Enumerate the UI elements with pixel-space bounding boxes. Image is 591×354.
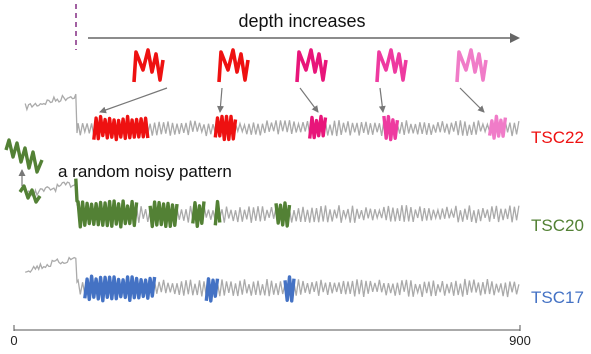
highlight-tsc20-2	[191, 201, 206, 228]
motif-arrow-0	[99, 87, 168, 114]
series-layer	[24, 93, 520, 303]
highlight-tsc20-3	[213, 199, 222, 226]
x-tick-label-900: 900	[509, 333, 531, 348]
motif-4	[455, 48, 488, 83]
motif-arrow-4	[459, 87, 485, 113]
highlight-tsc17-2	[283, 275, 296, 303]
series-label-tsc17: TSC17	[531, 288, 584, 307]
noise-label: a random noisy pattern	[58, 162, 232, 181]
depth-label: depth increases	[238, 11, 365, 31]
highlight-tsc22-1	[213, 114, 238, 142]
highlight-tsc20-1	[148, 200, 179, 229]
motif-3	[375, 48, 408, 83]
motif-2	[295, 48, 328, 83]
highlight-tsc20-0	[74, 178, 139, 229]
highlight-tsc22-4	[487, 114, 508, 140]
highlight-tsc22-3	[382, 114, 400, 142]
highlight-tsc22-2	[308, 114, 328, 140]
x-tick-label-0: 0	[10, 333, 17, 348]
highlight-tsc22-0	[92, 114, 150, 142]
noisy-pattern-embedded	[18, 184, 42, 204]
motif-arrow-3	[378, 87, 386, 113]
series-line-tsc22	[24, 93, 520, 137]
highlight-tsc20-4	[274, 201, 292, 228]
series-label-tsc20: TSC20	[531, 216, 584, 235]
motif-1	[217, 48, 250, 83]
noisy-pattern	[4, 138, 44, 174]
highlight-tsc17-1	[204, 277, 220, 303]
motif-0	[132, 48, 165, 83]
series-label-tsc22: TSC22	[531, 128, 584, 147]
motif-arrow-2	[299, 87, 319, 113]
motif-layer	[4, 4, 521, 331]
motif-arrow-1	[217, 87, 224, 113]
highlight-tsc17-0	[83, 274, 157, 303]
